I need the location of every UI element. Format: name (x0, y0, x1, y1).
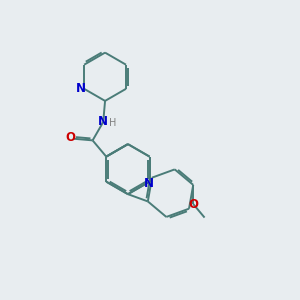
Text: O: O (65, 131, 75, 144)
Text: H: H (109, 118, 116, 128)
Text: O: O (188, 197, 199, 211)
Text: N: N (76, 82, 85, 95)
Text: N: N (143, 177, 153, 190)
Text: N: N (98, 115, 108, 128)
